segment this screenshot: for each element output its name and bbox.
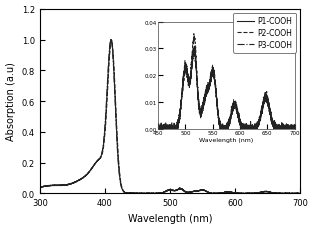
P2-COOH: [293, 192, 297, 195]
P1-COOH: [68, 183, 72, 186]
P1-COOH: [109, 39, 113, 42]
Line: P1-COOH: P1-COOH: [40, 40, 300, 194]
Y-axis label: Absorption (a.u): Absorption (a.u): [6, 62, 16, 141]
P3-COOH: [265, 191, 269, 194]
P2-COOH: [68, 183, 72, 186]
P3-COOH: [293, 192, 297, 195]
P1-COOH: [38, 186, 42, 189]
P3-COOH: [68, 183, 72, 186]
P3-COOH: [138, 192, 142, 195]
P2-COOH: [83, 175, 87, 178]
Legend: P1-COOH, P2-COOH, P3-COOH: P1-COOH, P2-COOH, P3-COOH: [234, 14, 296, 53]
P1-COOH: [83, 175, 87, 178]
X-axis label: Wavelength (nm): Wavelength (nm): [127, 213, 212, 223]
P1-COOH: [128, 192, 132, 195]
P2-COOH: [110, 40, 113, 42]
Line: P2-COOH: P2-COOH: [40, 41, 300, 194]
P1-COOH: [293, 192, 297, 195]
P3-COOH: [83, 175, 87, 178]
P3-COOH: [298, 192, 302, 195]
P2-COOH: [149, 192, 153, 195]
P2-COOH: [298, 192, 302, 195]
P1-COOH: [138, 192, 142, 195]
P3-COOH: [128, 192, 132, 195]
P1-COOH: [265, 190, 269, 193]
P2-COOH: [138, 192, 142, 195]
P2-COOH: [38, 186, 42, 189]
P1-COOH: [298, 192, 302, 195]
P3-COOH: [109, 38, 113, 41]
P3-COOH: [38, 186, 42, 189]
P2-COOH: [265, 190, 269, 193]
P3-COOH: [149, 192, 153, 195]
P1-COOH: [149, 192, 153, 195]
Line: P3-COOH: P3-COOH: [40, 40, 300, 194]
